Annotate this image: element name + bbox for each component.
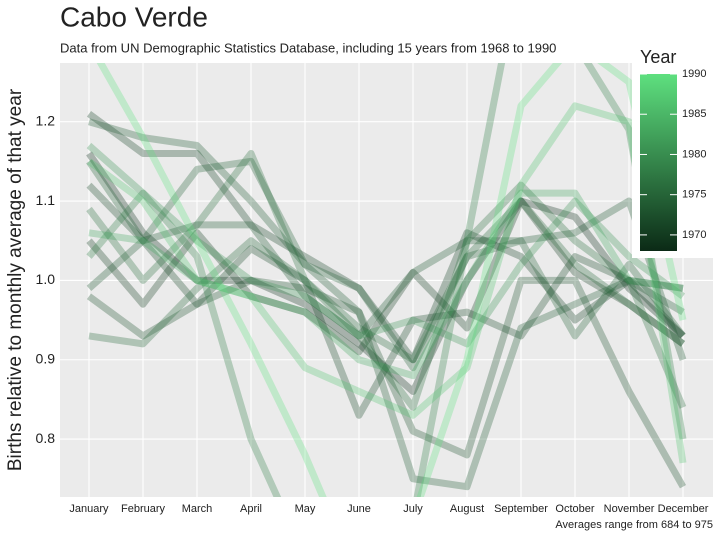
colorbar-tick-label: 1990 [682, 68, 706, 80]
chart-title: Cabo Verde [60, 1, 208, 32]
subtitle: Data from UN Demographic Statistics Data… [60, 40, 556, 55]
x-tick-label: October [555, 503, 594, 515]
series-line [88, 189, 684, 380]
series-line [86, 151, 686, 395]
series-line [86, 197, 687, 361]
colorbar-tick-label: 1970 [682, 229, 706, 241]
series-line [86, 110, 686, 364]
x-tick-label: December [658, 503, 709, 515]
x-tick-label: July [403, 503, 423, 515]
y-tick-label: 1.1 [36, 192, 56, 208]
series-line [86, 276, 687, 489]
series-line [88, 118, 685, 491]
y-tick-label: 1.2 [36, 112, 56, 128]
series-line [86, 149, 687, 411]
x-tick-label: January [69, 503, 109, 515]
colorbar-tick-label: 1980 [682, 148, 706, 160]
x-tick-label: June [347, 503, 371, 515]
x-tick-label: April [240, 503, 262, 515]
x-tick-label: May [295, 503, 316, 515]
y-tick-label: 1.0 [36, 271, 56, 287]
x-tick-label: February [121, 503, 166, 515]
caption: Averages range from 684 to 975 [555, 519, 713, 531]
y-axis-label: Births relative to monthly average of th… [5, 88, 26, 471]
series-line [86, 157, 686, 372]
y-tick-label: 0.9 [36, 350, 56, 366]
colorbar-tick-label: 1975 [682, 189, 706, 201]
series-line [86, 197, 686, 356]
x-tick-label: August [450, 503, 484, 515]
x-tick-label: September [494, 503, 548, 515]
series-line [86, 182, 684, 419]
series-line [96, 63, 687, 497]
series-line [86, 142, 686, 348]
series-line [88, 197, 686, 364]
colorbar-tick-label: 1985 [682, 108, 706, 120]
series-line [86, 102, 687, 464]
legend-title: Year [640, 47, 676, 67]
x-tick-label: November [604, 503, 655, 515]
colorbar [640, 74, 677, 251]
x-tick-label: March [182, 503, 213, 515]
y-tick-label: 0.8 [36, 430, 56, 446]
series-line [86, 63, 687, 497]
